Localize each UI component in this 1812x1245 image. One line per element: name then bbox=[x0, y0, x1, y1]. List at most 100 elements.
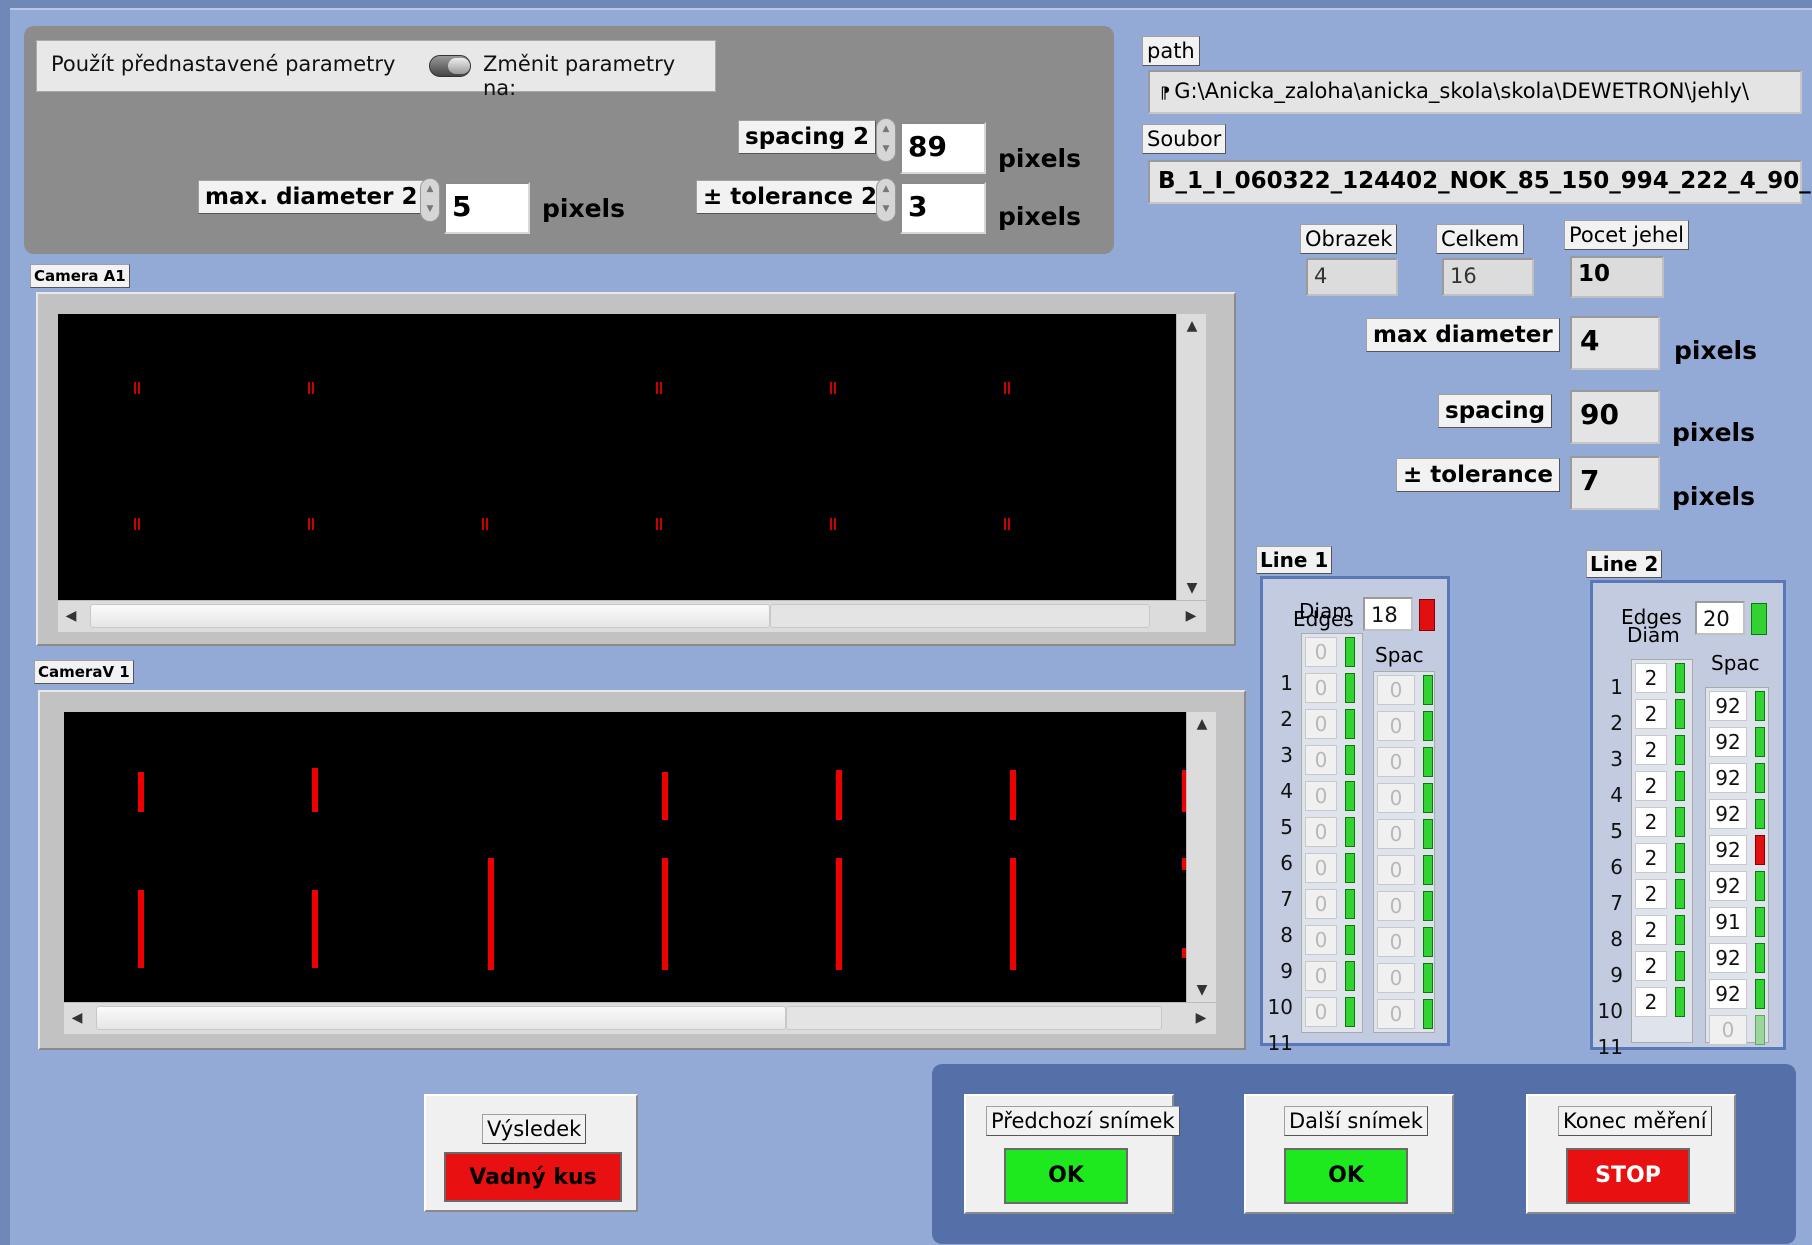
path-value: G:\Anicka_zaloha\anicka_skola\skola\DEWE… bbox=[1174, 79, 1749, 103]
camera-a1-hscroll-track[interactable] bbox=[770, 604, 1150, 628]
diam-cell[interactable]: 0 bbox=[1305, 673, 1337, 703]
camera-v1-hscroll-track[interactable] bbox=[786, 1006, 1162, 1030]
scroll-right-icon[interactable]: ▶ bbox=[1185, 608, 1197, 624]
diam-cell[interactable]: 0 bbox=[1305, 745, 1337, 775]
needle-mark bbox=[1010, 770, 1016, 820]
scroll-down-icon[interactable]: ▼ bbox=[1186, 580, 1198, 596]
camera-v1-vscroll[interactable]: ▲ ▼ bbox=[1186, 712, 1216, 1002]
row-index: 1 bbox=[1610, 675, 1623, 699]
needle-mark bbox=[836, 858, 842, 970]
scroll-right-icon[interactable]: ▶ bbox=[1195, 1010, 1207, 1026]
spac-cell[interactable]: 0 bbox=[1377, 999, 1415, 1029]
camera-v1-display: ▲ ▼ ◀ ▶ bbox=[38, 690, 1246, 1050]
spac-cell[interactable]: 0 bbox=[1377, 891, 1415, 921]
spac-cell[interactable]: 92 bbox=[1709, 763, 1747, 793]
spacing2-input[interactable]: 89 bbox=[900, 122, 986, 174]
spac-cell[interactable]: 92 bbox=[1709, 871, 1747, 901]
spac-cell[interactable]: 0 bbox=[1377, 927, 1415, 957]
diam-cell[interactable]: 0 bbox=[1305, 781, 1337, 811]
tolerance2-spinner[interactable]: ▲ ▼ bbox=[876, 178, 896, 222]
spac-cell[interactable]: 0 bbox=[1377, 783, 1415, 813]
diam-led bbox=[1675, 843, 1685, 873]
spac-cell[interactable]: 92 bbox=[1709, 979, 1747, 1009]
diam-cell[interactable]: 2 bbox=[1635, 915, 1667, 945]
diam-cell[interactable]: 0 bbox=[1305, 925, 1337, 955]
spacing-value: 90 bbox=[1570, 390, 1660, 444]
row-index: 5 bbox=[1280, 815, 1293, 839]
camera-v1-image[interactable] bbox=[64, 712, 1186, 1002]
spac-cell[interactable]: 92 bbox=[1709, 691, 1747, 721]
row-index: 2 bbox=[1610, 711, 1623, 735]
diam-cell[interactable]: 2 bbox=[1635, 987, 1667, 1017]
diam-led bbox=[1675, 663, 1685, 693]
needle-mark bbox=[1182, 858, 1186, 870]
maxdiam2-input[interactable]: 5 bbox=[444, 182, 530, 234]
camera-a1-hscroll[interactable]: ◀ ▶ bbox=[58, 600, 1206, 632]
spac-cell[interactable]: 92 bbox=[1709, 943, 1747, 973]
diam-cell[interactable]: 0 bbox=[1305, 997, 1337, 1027]
scroll-up-icon[interactable]: ▲ bbox=[1186, 318, 1198, 334]
preset-toggle-switch[interactable] bbox=[429, 55, 471, 77]
scroll-down-icon[interactable]: ▼ bbox=[1196, 982, 1208, 998]
spac-cell[interactable]: 0 bbox=[1377, 711, 1415, 741]
spac-cell[interactable]: 92 bbox=[1709, 727, 1747, 757]
spac-cell[interactable]: 0 bbox=[1377, 855, 1415, 885]
diam-cell[interactable]: 2 bbox=[1635, 771, 1667, 801]
spac-led bbox=[1423, 819, 1433, 849]
spac-cell[interactable]: 0 bbox=[1377, 747, 1415, 777]
diam-cell[interactable]: 2 bbox=[1635, 807, 1667, 837]
soubor-label: Soubor bbox=[1142, 124, 1227, 154]
spac-cell[interactable]: 91 bbox=[1709, 907, 1747, 937]
diam-led bbox=[1675, 735, 1685, 765]
spac-led bbox=[1423, 711, 1433, 741]
scroll-up-icon[interactable]: ▲ bbox=[1196, 716, 1208, 732]
diam-cell[interactable]: 2 bbox=[1635, 951, 1667, 981]
diam-led bbox=[1345, 961, 1355, 991]
tolerance2-input[interactable]: 3 bbox=[900, 182, 986, 234]
diam-cell[interactable]: 2 bbox=[1635, 735, 1667, 765]
obrazek-value: 4 bbox=[1306, 258, 1398, 296]
diam-cell[interactable]: 0 bbox=[1305, 889, 1337, 919]
spac-cell[interactable]: 0 bbox=[1709, 1015, 1747, 1045]
camera-v1-hscroll-thumb[interactable] bbox=[96, 1006, 786, 1030]
camera-a1-vscroll[interactable]: ▲ ▼ bbox=[1176, 314, 1206, 600]
spac-cell[interactable]: 0 bbox=[1377, 819, 1415, 849]
prev-frame-button[interactable]: OK bbox=[1004, 1148, 1128, 1204]
scroll-left-icon[interactable]: ◀ bbox=[71, 1010, 83, 1026]
maxdiam2-spinner[interactable]: ▲ ▼ bbox=[420, 178, 440, 222]
scroll-left-icon[interactable]: ◀ bbox=[65, 608, 77, 624]
spac-cell[interactable]: 92 bbox=[1709, 799, 1747, 829]
camera-v1-hscroll[interactable]: ◀ ▶ bbox=[64, 1002, 1216, 1034]
camera-v1-label: CameraV 1 bbox=[34, 660, 134, 684]
next-frame-label: Další snímek bbox=[1284, 1106, 1428, 1136]
diam-cell[interactable]: 0 bbox=[1305, 817, 1337, 847]
diam-cell[interactable]: 0 bbox=[1305, 709, 1337, 739]
diam-cell[interactable]: 2 bbox=[1635, 663, 1667, 693]
spac-cell[interactable]: 0 bbox=[1377, 675, 1415, 705]
diam-cell[interactable]: 2 bbox=[1635, 843, 1667, 873]
diam-cell[interactable]: 2 bbox=[1635, 699, 1667, 729]
maxdiam-unit: pixels bbox=[1674, 336, 1757, 365]
line1-edges-label: Edges bbox=[1293, 607, 1354, 631]
needle-mark bbox=[1182, 948, 1186, 958]
camera-a1-hscroll-thumb[interactable] bbox=[90, 604, 770, 628]
path-display[interactable]: ⁋ G:\Anicka_zaloha\anicka_skola\skola\DEW… bbox=[1148, 70, 1802, 114]
camera-a1-image[interactable] bbox=[58, 314, 1176, 600]
diam-cell[interactable]: 0 bbox=[1305, 961, 1337, 991]
result-indicator: Vadný kus bbox=[444, 1152, 622, 1202]
needle-mark bbox=[662, 858, 668, 970]
row-index: 9 bbox=[1280, 959, 1293, 983]
diam-cell[interactable]: 2 bbox=[1635, 879, 1667, 909]
stop-button[interactable]: STOP bbox=[1566, 1148, 1690, 1204]
needle-mark bbox=[482, 518, 488, 530]
diam-cell[interactable]: 0 bbox=[1305, 637, 1337, 667]
diam-cell[interactable]: 0 bbox=[1305, 853, 1337, 883]
row-index: 1 bbox=[1280, 671, 1293, 695]
spacing2-spinner[interactable]: ▲ ▼ bbox=[876, 118, 896, 162]
spac-cell[interactable]: 92 bbox=[1709, 835, 1747, 865]
spac-cell[interactable]: 0 bbox=[1377, 963, 1415, 993]
next-frame-button[interactable]: OK bbox=[1284, 1148, 1408, 1204]
row-index: 3 bbox=[1280, 743, 1293, 767]
needle-mark bbox=[662, 772, 668, 820]
spac-led bbox=[1423, 891, 1433, 921]
